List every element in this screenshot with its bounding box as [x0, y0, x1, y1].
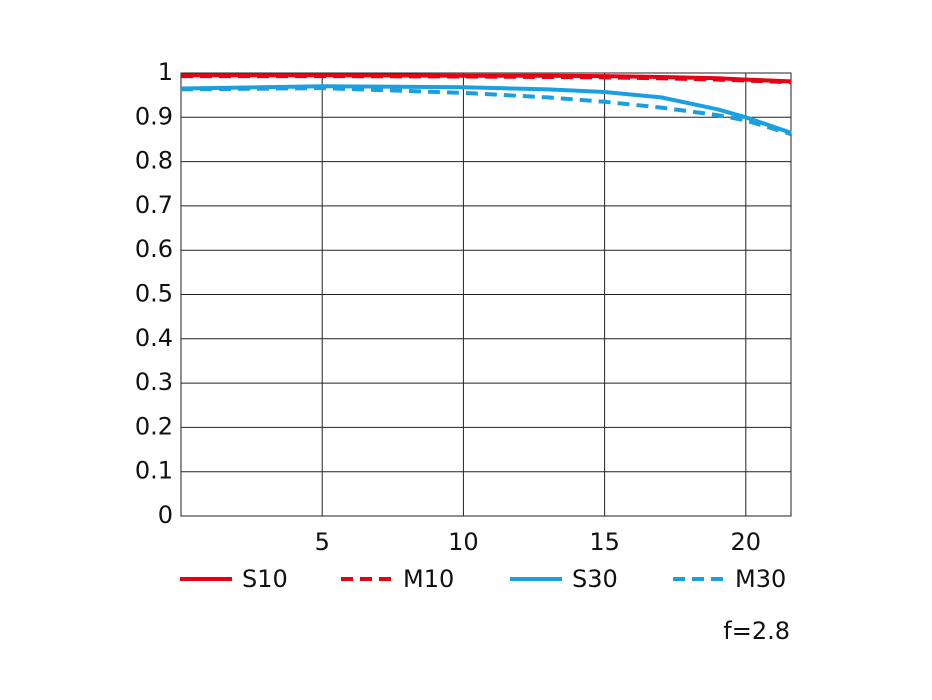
y-tick-label: 0.3: [135, 368, 173, 396]
series-line: [180, 84, 792, 135]
series-line: [180, 86, 792, 137]
x-tick-label: 20: [731, 528, 762, 556]
y-tick-label: 0.8: [135, 147, 173, 175]
y-tick-label: 0.6: [135, 235, 173, 263]
legend-label: M10: [403, 565, 454, 593]
legend-label: M30: [735, 565, 786, 593]
y-tick-label: 1: [158, 58, 173, 86]
y-tick-label: 0.1: [135, 457, 173, 485]
annotation: f=2.8: [723, 617, 790, 645]
x-tick-label: 15: [589, 528, 620, 556]
y-tick-label: 0.4: [135, 324, 173, 352]
y-tick-label: 0.7: [135, 191, 173, 219]
x-tick-label: 10: [448, 528, 479, 556]
x-tick-label: 5: [315, 528, 330, 556]
y-tick-label: 0.5: [135, 280, 173, 308]
y-tick-label: 0.9: [135, 102, 173, 130]
legend-label: S30: [572, 565, 618, 593]
y-tick-label: 0: [158, 501, 173, 529]
series-line: [181, 74, 792, 85]
y-tick-label: 0.2: [135, 412, 173, 440]
plot-frame: [180, 72, 792, 517]
legend-label: S10: [242, 565, 288, 593]
